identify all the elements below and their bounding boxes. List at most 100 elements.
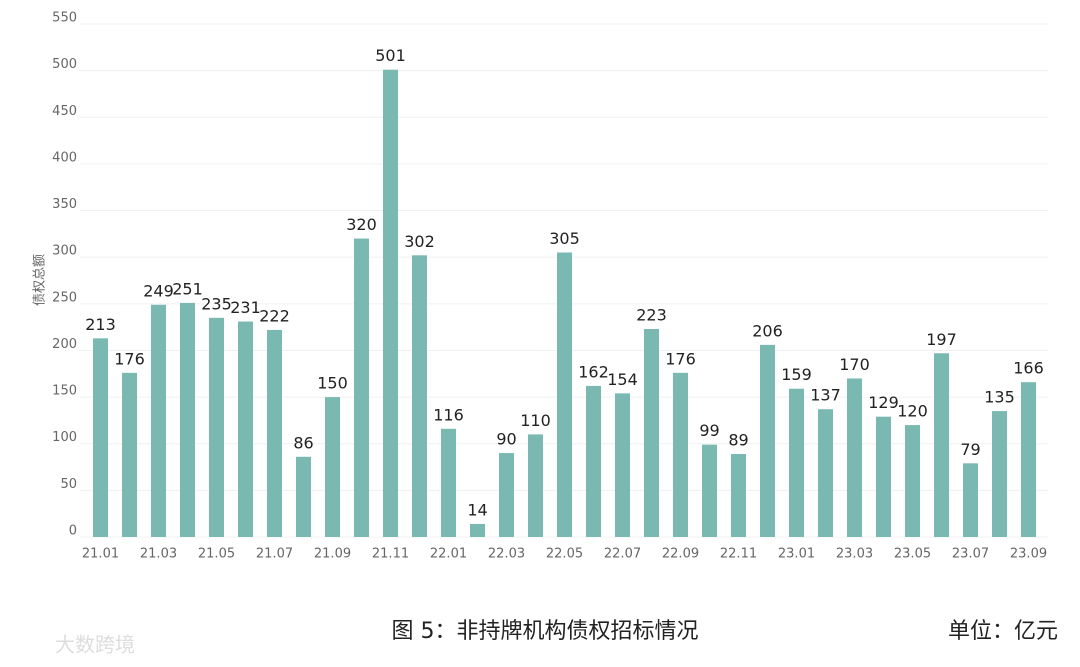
x-tick-label: 21.01 — [82, 547, 119, 562]
x-tick-label: 22.07 — [604, 547, 641, 562]
x-tick-label: 23.09 — [1010, 547, 1047, 562]
y-tick-label: 150 — [52, 384, 77, 399]
x-tick-label: 23.01 — [778, 547, 815, 562]
value-label: 251 — [172, 279, 203, 298]
x-tick-label: 22.11 — [720, 547, 757, 562]
bar — [1021, 382, 1036, 537]
value-label: 213 — [85, 315, 116, 334]
x-tick-label: 23.03 — [836, 547, 873, 562]
y-tick-label: 50 — [60, 477, 77, 492]
value-label: 305 — [549, 229, 580, 248]
bar — [615, 393, 630, 537]
bar — [760, 344, 775, 537]
value-label: 231 — [230, 298, 261, 317]
value-label: 197 — [926, 330, 957, 349]
y-tick-label: 200 — [52, 337, 77, 352]
value-label: 222 — [259, 306, 290, 325]
value-label: 135 — [984, 388, 1015, 407]
x-tick-label: 23.07 — [952, 547, 989, 562]
bar — [412, 255, 427, 538]
x-tick-label: 22.03 — [488, 547, 525, 562]
bar — [238, 321, 253, 537]
value-label: 120 — [897, 402, 928, 421]
x-tick-label: 22.01 — [430, 547, 467, 562]
bar — [180, 302, 195, 537]
bar — [296, 456, 311, 537]
caption: 图 5：非持牌机构债权招标情况 — [392, 619, 699, 644]
y-axis-label: 债权总额 — [32, 254, 48, 306]
watermark: 大数跨境 — [55, 633, 135, 657]
bar — [876, 416, 891, 537]
y-tick-label: 350 — [52, 197, 77, 212]
bar — [847, 378, 862, 537]
y-tick-label: 100 — [52, 430, 77, 445]
value-label: 154 — [607, 370, 638, 389]
value-label: 166 — [1013, 359, 1044, 378]
bar — [499, 453, 514, 537]
bar — [93, 338, 108, 537]
bar — [818, 409, 833, 537]
bar — [267, 329, 282, 537]
value-label: 79 — [960, 440, 980, 459]
value-label: 249 — [143, 281, 174, 300]
x-tick-label: 23.05 — [894, 547, 931, 562]
value-label: 90 — [496, 430, 516, 449]
bar — [905, 425, 920, 537]
value-label: 170 — [839, 355, 870, 374]
y-tick-label: 400 — [52, 150, 77, 165]
bar — [122, 372, 137, 537]
y-tick-label: 500 — [52, 57, 77, 72]
bar — [644, 329, 659, 537]
x-tick-label: 21.03 — [140, 547, 177, 562]
bar — [557, 252, 572, 537]
value-label: 99 — [699, 421, 719, 440]
value-label: 116 — [433, 405, 464, 424]
value-label: 14 — [467, 500, 487, 519]
bar — [441, 428, 456, 537]
value-label: 86 — [293, 433, 313, 452]
bar — [470, 523, 485, 537]
y-tick-label: 250 — [52, 290, 77, 305]
value-label: 302 — [404, 232, 435, 251]
value-label: 89 — [728, 430, 748, 449]
value-label: 176 — [114, 349, 145, 368]
bar — [383, 69, 398, 537]
x-tick-label: 21.07 — [256, 547, 293, 562]
value-label: 159 — [781, 365, 812, 384]
bar — [209, 317, 224, 537]
y-tick-label: 450 — [52, 104, 77, 119]
value-label: 162 — [578, 362, 609, 381]
value-label: 129 — [868, 393, 899, 412]
bar — [354, 238, 369, 537]
bar — [789, 388, 804, 537]
x-tick-label: 22.05 — [546, 547, 583, 562]
bar — [702, 444, 717, 537]
x-tick-label: 21.09 — [314, 547, 351, 562]
bar — [151, 304, 166, 537]
value-label: 150 — [317, 374, 348, 393]
y-tick-label: 0 — [69, 524, 77, 539]
bar — [528, 434, 543, 537]
bar — [673, 372, 688, 537]
value-label: 176 — [665, 349, 696, 368]
bar — [325, 397, 340, 537]
value-label: 110 — [520, 411, 551, 430]
bar — [992, 411, 1007, 537]
value-label: 137 — [810, 386, 841, 405]
value-label: 206 — [752, 321, 783, 340]
y-tick-label: 300 — [52, 244, 77, 259]
x-tick-label: 22.09 — [662, 547, 699, 562]
value-label: 235 — [201, 294, 232, 313]
bar — [963, 463, 978, 537]
value-label: 320 — [346, 215, 377, 234]
y-tick-label: 550 — [52, 11, 77, 26]
unit: 单位：亿元 — [948, 619, 1058, 644]
value-label: 501 — [375, 46, 406, 65]
x-tick-label: 21.11 — [372, 547, 409, 562]
value-label: 223 — [636, 306, 667, 325]
bar — [586, 385, 601, 537]
bar — [934, 353, 949, 537]
bar — [731, 453, 746, 537]
x-tick-label: 21.05 — [198, 547, 235, 562]
